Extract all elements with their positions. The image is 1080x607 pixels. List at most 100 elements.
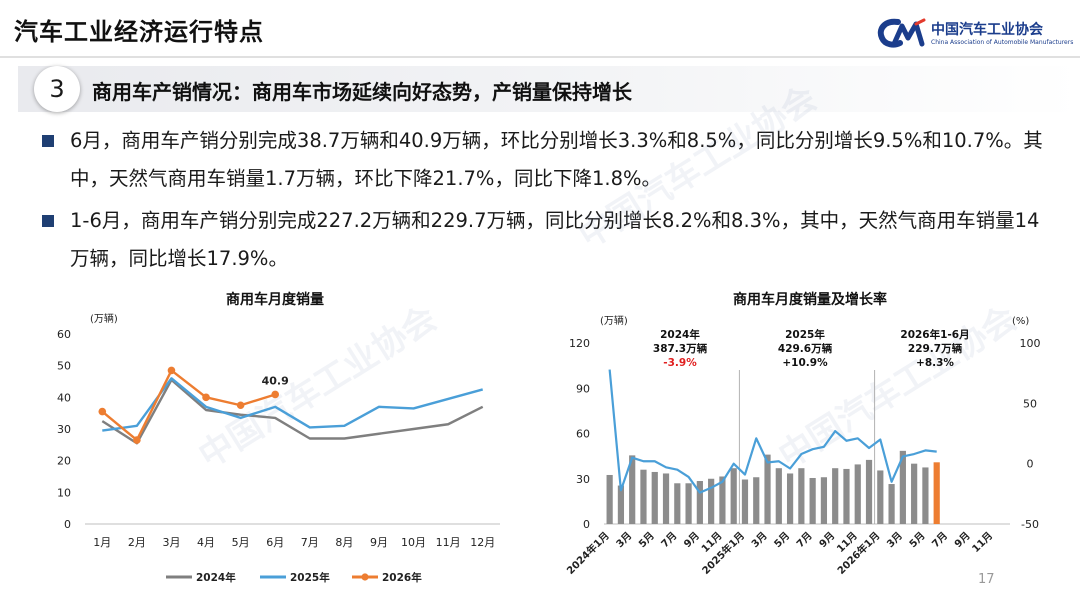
x-tick-label: 5月 (772, 530, 792, 550)
x-tick-label: 1月 (93, 536, 111, 549)
y-tick-label: 60 (57, 328, 71, 341)
sales-bar (764, 454, 771, 524)
y-axis-unit: (万辆) (90, 312, 118, 325)
x-tick-label: 11月 (970, 530, 995, 555)
sales-bar (854, 464, 861, 524)
header-bar: 汽车工业经济运行特点 中国汽车工业协会 China Association of… (0, 0, 1080, 60)
bullet-ytd: 1-6月，商用车产销分别完成227.2万辆和229.7万辆，同比分别增长8.2%… (42, 202, 1052, 278)
series-point-2026年 (236, 401, 245, 410)
caam-logo-name: 中国汽车工业协会 (931, 22, 1043, 38)
right-axis-unit: (%) (1012, 316, 1029, 327)
sales-bar (911, 463, 918, 524)
x-tick-label: 5月 (907, 530, 927, 550)
series-line-2024年 (101, 378, 484, 445)
sales-bar (753, 477, 760, 524)
section-number: 3 (34, 66, 80, 112)
caam-logo: 中国汽车工业协会 China Association of Automobile… (876, 14, 1076, 54)
y-right-tick-label: -50 (1021, 518, 1039, 531)
period-total: 429.6万辆 (778, 342, 833, 355)
period-change: -3.9% (663, 357, 697, 369)
sales-bar (798, 468, 805, 524)
sales-bar (832, 468, 839, 524)
sales-bar (651, 471, 658, 524)
period-change: +8.3% (916, 357, 954, 369)
legend-label: 2025年 (290, 571, 330, 584)
legend-marker (361, 573, 369, 581)
chart-title: 商用车月度销量及增长率 (733, 291, 887, 308)
period-label: 2025年 (785, 328, 825, 341)
sales-bar (708, 478, 715, 524)
line-chart-monthly-sales: 商用车月度销量 (万辆) 0 10 20 30 40 50 60 1月 2月 3月 4月 5月 6月 7月… (57, 291, 500, 584)
bullet-text: 1-6月，商用车产销分别完成227.2万辆和229.7万辆，同比分别增长8.2%… (70, 209, 1040, 270)
sales-bar (606, 474, 613, 524)
section-title: 商用车产销情况：商用车市场延续向好态势，产销量保持增长 (92, 80, 632, 104)
y-tick-label: 50 (57, 360, 71, 373)
x-tick-label: 4月 (197, 536, 215, 549)
sales-bar (865, 459, 873, 524)
x-tick-label: 8月 (335, 536, 353, 549)
x-tick-label: 3月 (162, 536, 180, 549)
x-tick-label: 5月 (636, 530, 656, 550)
x-tick-label: 10月 (401, 536, 426, 549)
series-point-2026年 (167, 366, 176, 375)
series-point-2026年 (202, 393, 210, 402)
x-tick-label: 7月 (794, 530, 814, 550)
x-tick-label: 5月 (232, 536, 250, 549)
sales-bar (922, 467, 929, 524)
x-tick-label: 6月 (266, 536, 284, 549)
x-tick-label: 12月 (470, 536, 495, 549)
sales-bar (809, 477, 816, 524)
x-tick-label: 9月 (370, 536, 388, 549)
period-label: 2026年1-6月 (900, 328, 969, 341)
bullet-text: 6月，商用车产销分别完成38.7万辆和40.9万辆，环比分别增长3.3%和8.5… (70, 129, 1043, 190)
y-right-tick-label: 0 (1027, 458, 1034, 471)
x-tick-label: 3月 (749, 530, 769, 550)
sales-bar (730, 468, 737, 524)
sales-bar (775, 468, 782, 524)
bullet-square-icon (42, 215, 54, 227)
sales-bar (741, 479, 749, 524)
data-label: 40.9 (262, 374, 289, 387)
sales-bar (877, 470, 884, 524)
sales-bar (843, 468, 850, 524)
growth-rate-line (608, 369, 937, 494)
y-left-tick-label: 120 (569, 337, 590, 350)
bar-line-chart-sales-growth: 商用车月度销量及增长率 (万辆) (%) 0 30 60 90 120 -50 0 50 100… (564, 291, 1041, 577)
series-point-2026年 (98, 407, 107, 416)
period-total: 229.7万辆 (908, 342, 963, 355)
x-tick-label: 7月 (301, 536, 319, 549)
caam-logo-icon (877, 18, 926, 48)
series-point-2026年 (133, 436, 141, 444)
sales-bar (786, 473, 794, 524)
x-tick-label: 7月 (930, 530, 950, 550)
x-tick-label: 3月 (884, 530, 904, 550)
bullet-square-icon (42, 135, 54, 147)
series-point-2026年 (271, 390, 280, 399)
sales-bar (640, 469, 647, 524)
legend-label: 2026年 (382, 571, 422, 584)
y-tick-label: 40 (57, 391, 71, 404)
chart-title: 商用车月度销量 (226, 291, 324, 308)
series-line-2026年 (101, 369, 276, 442)
sales-bar (662, 473, 670, 524)
period-label: 2024年 (660, 328, 700, 341)
y-left-tick-label: 0 (583, 518, 590, 531)
y-right-tick-label: 50 (1023, 397, 1037, 410)
sales-bar (696, 481, 703, 524)
bullet-june: 6月，商用车产销分别完成38.7万辆和40.9万辆，环比分别增长3.3%和8.5… (42, 122, 1052, 198)
title-divider (0, 56, 1080, 58)
y-left-tick-label: 30 (576, 473, 590, 486)
x-tick-label: 2月 (128, 536, 146, 549)
x-tick-label: 3月 (614, 530, 634, 550)
period-change: +10.9% (782, 357, 828, 369)
sales-bar (629, 455, 636, 524)
y-tick-label: 10 (57, 486, 71, 499)
period-total: 387.3万辆 (653, 342, 708, 355)
series-line-2025年 (102, 377, 484, 432)
page-number: 17 (978, 572, 995, 587)
y-tick-label: 0 (64, 518, 71, 531)
section-band (18, 66, 1080, 112)
caam-logo-english: China Association of Automobile Manufact… (931, 39, 1074, 46)
page-title: 汽车工业经济运行特点 (14, 18, 264, 46)
x-tick-label: 11月 (436, 536, 461, 549)
